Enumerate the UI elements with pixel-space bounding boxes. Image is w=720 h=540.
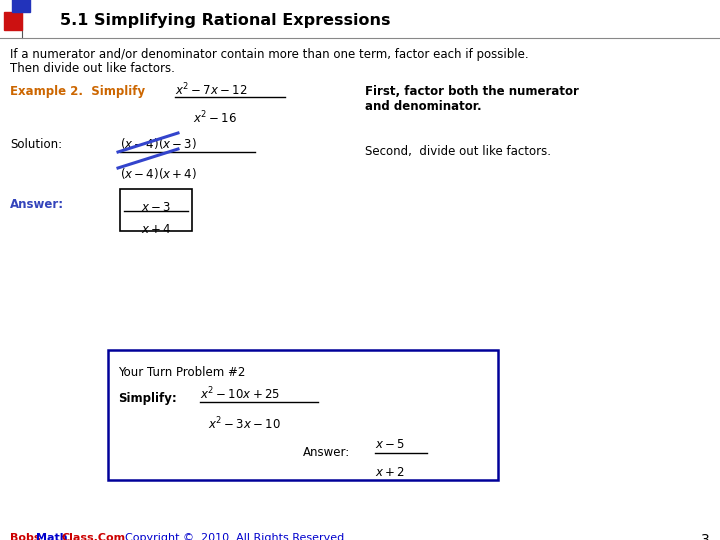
Text: Answer:: Answer: [303,446,350,459]
Text: $x + 2$: $x + 2$ [375,466,405,479]
Text: $x - 5$: $x - 5$ [375,438,405,451]
Bar [12,0,30,12]
Text: and denominator.: and denominator. [365,100,482,113]
Text: 5.1 Simplifying Rational Expressions: 5.1 Simplifying Rational Expressions [60,12,390,28]
Text: Math: Math [36,533,68,540]
Text: 3: 3 [701,533,710,540]
Text: $x + 4$: $x + 4$ [140,223,171,236]
Text: Copyright ©  2010  All Rights Reserved.: Copyright © 2010 All Rights Reserved. [118,533,348,540]
Text: $x^2 - 10x + 25$: $x^2 - 10x + 25$ [200,386,280,403]
Text: Class.Com: Class.Com [61,533,125,540]
Text: $x^2 - 3x - 10$: $x^2 - 3x - 10$ [208,416,281,433]
Text: Bobs: Bobs [10,533,40,540]
Text: If a numerator and/or denominator contain more than one term, factor each if pos: If a numerator and/or denominator contai… [10,48,528,61]
Text: $x^2 - 16$: $x^2 - 16$ [193,110,237,126]
Text: Example 2.  Simplify: Example 2. Simplify [10,85,145,98]
Text: First, factor both the numerator: First, factor both the numerator [365,85,579,98]
Text: $(x - 4)(x + 4)$: $(x - 4)(x + 4)$ [120,166,197,181]
Text: $x - 3$: $x - 3$ [141,201,171,214]
Bar [120,189,192,231]
Text: $x^2 - 7x - 12$: $x^2 - 7x - 12$ [175,82,248,99]
Text: Second,  divide out like factors.: Second, divide out like factors. [365,145,551,158]
Text: Simplify:: Simplify: [118,392,176,405]
Text: Answer:: Answer: [10,198,64,211]
Bar [108,350,498,480]
Text: Your Turn Problem #2: Your Turn Problem #2 [118,366,246,379]
Text: Solution:: Solution: [10,138,62,151]
Text: Then divide out like factors.: Then divide out like factors. [10,62,175,75]
Text: $(x - 4)(x - 3)$: $(x - 4)(x - 3)$ [120,136,197,151]
Bar [4,12,22,30]
